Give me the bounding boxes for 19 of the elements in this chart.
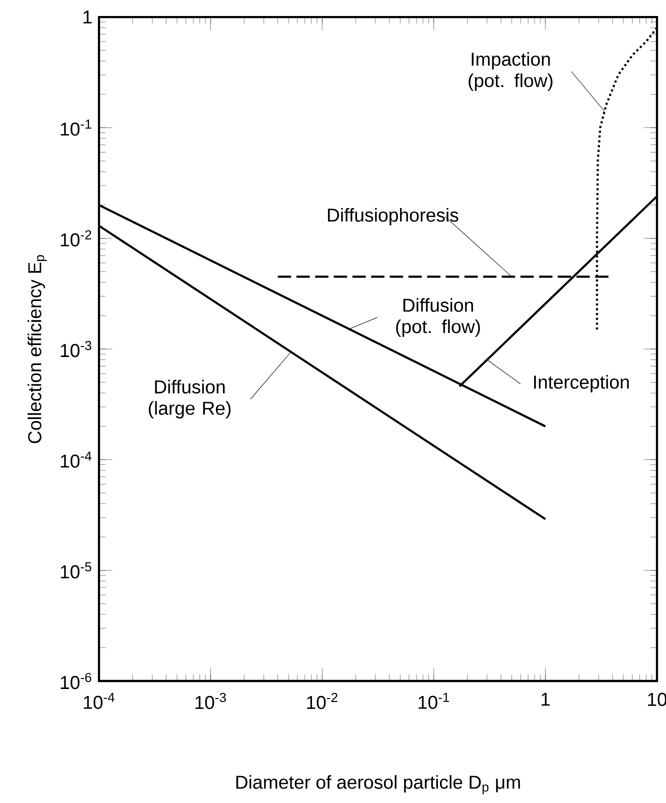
y-tick-label: 10$^{-1}$ bbox=[60, 120, 92, 136]
x-tick-label: 1 bbox=[542, 692, 550, 706]
y-tick-label: 1 bbox=[84, 10, 92, 24]
annotation: Impaction (pot. flow) bbox=[468, 52, 552, 91]
y-tick-label: 10$^{-4}$ bbox=[60, 452, 92, 468]
annotation: Diffusiophoresis bbox=[328, 208, 458, 226]
y-tick-label: 10$^{-3}$ bbox=[60, 340, 92, 358]
y-tick-label: 10$^{-2}$ bbox=[60, 230, 92, 246]
x-tick-label: 10$^{-4}$ bbox=[84, 692, 114, 709]
annotation: Diffusion (pot. flow) bbox=[396, 298, 480, 337]
x-tick-label: 10$^{-2}$ bbox=[307, 692, 338, 710]
annotation: Interception bbox=[534, 375, 629, 392]
x-tick-label: 10$^{-1}$ bbox=[418, 692, 450, 709]
y-axis-title: Collection efficiency E$_{p}$ bbox=[28, 255, 47, 444]
x-tick-label: 10$^{-3}$ bbox=[195, 692, 226, 710]
annotation: Diffusion (large Re) bbox=[148, 380, 231, 419]
y-tick-label: 10$^{-6}$ bbox=[60, 672, 92, 690]
y-tick-label: 10$^{-5}$ bbox=[60, 562, 92, 578]
x-axis-title: Diameter of aerosol particle D$_{p}$ μm bbox=[236, 775, 520, 794]
